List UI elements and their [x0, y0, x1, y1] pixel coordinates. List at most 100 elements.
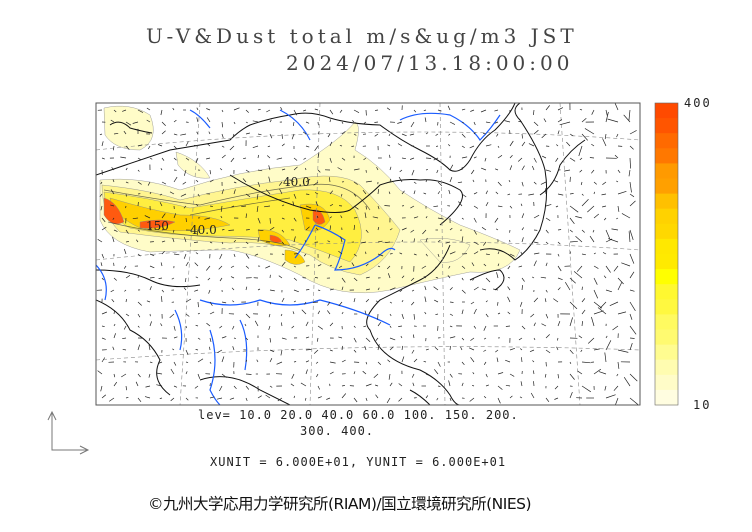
wind-arrow — [520, 251, 523, 255]
wind-arrow — [120, 156, 127, 159]
wind-arrow — [149, 265, 155, 269]
wind-arrow — [629, 193, 635, 198]
wind-arrow — [569, 317, 573, 327]
wind-arrow — [543, 118, 547, 123]
colorbar-swatch — [655, 223, 678, 240]
wind-arrow — [101, 325, 105, 328]
wind-arrow — [507, 193, 511, 196]
wind-arrow — [617, 349, 629, 353]
wind-arrow — [461, 337, 465, 341]
wind-arrow — [353, 371, 356, 375]
wind-arrow — [144, 396, 151, 399]
wind-arrow — [169, 313, 175, 319]
wind-arrow — [437, 361, 441, 367]
wind-arrow — [209, 396, 215, 399]
wind-arrow — [376, 167, 379, 171]
wind-arrow — [194, 289, 199, 292]
wind-arrow — [461, 108, 466, 111]
wind-arrow — [485, 384, 490, 387]
wind-arrow — [317, 385, 321, 390]
wind-arrow — [293, 395, 295, 399]
wind-arrow — [305, 179, 311, 183]
wind-arrow — [269, 227, 275, 231]
wind-arrow — [605, 229, 611, 240]
wind-arrow — [623, 377, 631, 387]
wind-arrow — [377, 361, 382, 366]
wind-arrow — [425, 216, 428, 219]
wind-arrow — [265, 394, 271, 399]
wind-arrow — [377, 253, 384, 257]
wind-arrow — [293, 253, 299, 255]
wind-arrow — [425, 237, 428, 243]
wind-arrow — [425, 179, 428, 183]
wind-arrow — [305, 349, 312, 351]
wind-arrow — [375, 337, 379, 341]
wind-arrow — [365, 383, 372, 387]
wind-arrow — [217, 349, 223, 354]
wind-arrow — [264, 205, 271, 208]
wind-arrow — [591, 169, 595, 174]
wind-arrow — [232, 300, 235, 303]
wind-arrow — [401, 133, 407, 137]
wind-arrow — [112, 217, 115, 220]
wind-arrow — [305, 369, 308, 375]
wind-arrow — [209, 361, 212, 364]
wind-arrow — [365, 337, 371, 343]
wind-arrow — [329, 288, 334, 291]
wind-arrow — [113, 229, 118, 232]
wind-arrow — [389, 253, 393, 255]
wind-arrow — [195, 349, 199, 351]
wind-arrow — [433, 157, 439, 161]
wind-arrow — [544, 298, 547, 303]
wind-arrow — [473, 156, 477, 159]
wind-arrow — [597, 307, 607, 315]
wind-arrow — [541, 133, 547, 139]
wind-arrow — [206, 322, 211, 327]
wind-arrow — [425, 395, 429, 399]
wind-arrow — [233, 337, 237, 339]
wind-arrow — [245, 373, 252, 375]
wind-arrow — [137, 229, 141, 232]
wind-arrow — [328, 177, 331, 183]
wind-arrow — [628, 109, 631, 121]
wind-arrow — [304, 397, 307, 401]
wind-arrow — [245, 169, 250, 173]
wind-arrow — [581, 361, 591, 364]
wind-arrow — [509, 140, 514, 147]
wind-arrow — [602, 205, 607, 208]
colorbar-swatch — [655, 208, 678, 225]
wind-arrow — [149, 361, 153, 364]
wind-arrow — [365, 288, 370, 291]
wind-arrow — [172, 229, 175, 233]
vector-units: XUNIT = 6.000E+01, YUNIT = 6.000E+01 — [210, 455, 507, 469]
wind-arrow — [497, 145, 500, 148]
wind-arrow — [566, 141, 571, 147]
wind-arrow — [266, 155, 271, 159]
wind-arrow — [112, 236, 115, 243]
wind-arrow — [353, 298, 356, 303]
wind-arrow — [401, 157, 406, 160]
wind-arrow — [437, 253, 440, 258]
wind-arrow — [433, 205, 439, 208]
wind-arrow — [557, 119, 563, 123]
wind-arrow — [160, 109, 163, 116]
wind-arrow — [360, 241, 367, 244]
wind-arrow — [521, 357, 523, 363]
wind-arrow — [269, 217, 271, 224]
wind-arrow — [232, 346, 235, 351]
wind-arrow — [132, 217, 139, 220]
wind-arrow — [533, 214, 540, 219]
wind-arrow — [557, 320, 561, 327]
wind-arrow — [281, 337, 287, 340]
wind-arrow — [293, 166, 298, 171]
wind-arrow — [229, 145, 235, 151]
wind-arrow — [581, 385, 591, 393]
wind-arrow — [195, 276, 199, 279]
wind-arrow — [411, 349, 415, 354]
wind-arrow — [629, 271, 635, 279]
wind-arrow — [593, 181, 597, 185]
wind-arrow — [327, 301, 331, 306]
wind-arrow — [579, 169, 583, 173]
wind-arrow — [185, 397, 189, 401]
wind-arrow — [507, 277, 511, 279]
